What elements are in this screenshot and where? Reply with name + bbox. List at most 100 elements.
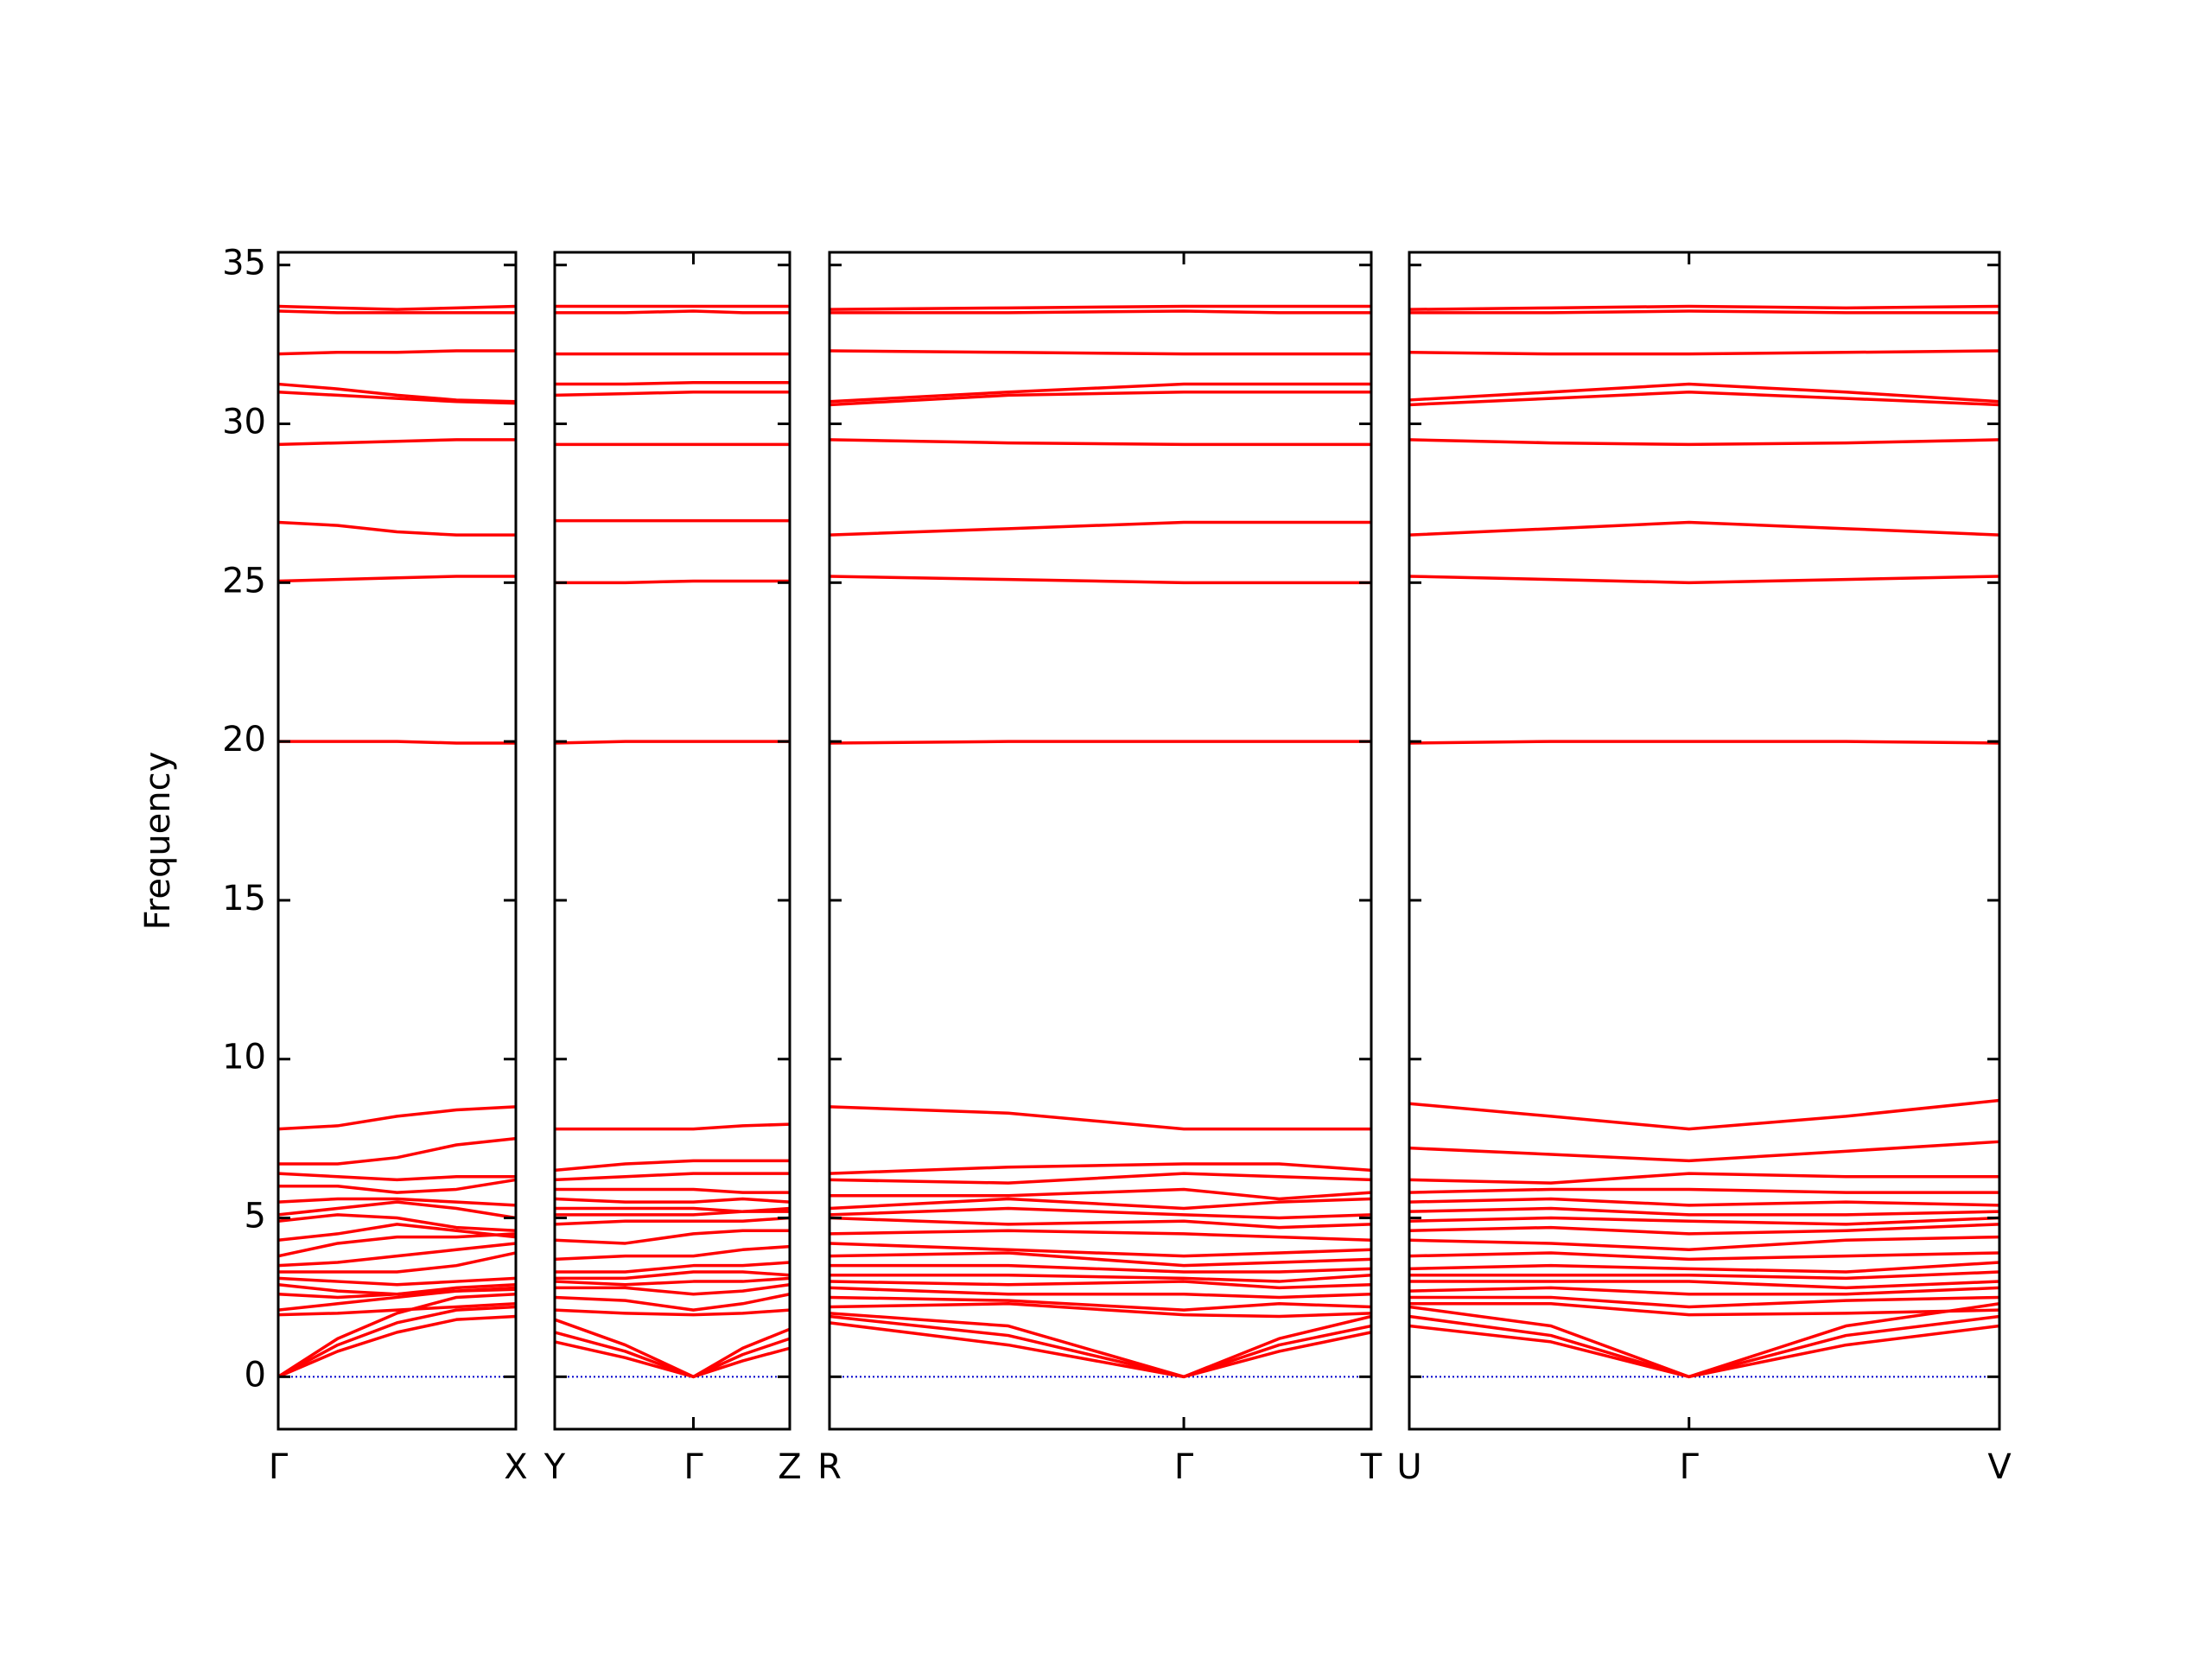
band-line [829,1286,1372,1300]
y-tick-label: 25 [222,561,266,601]
y-tick-label: 15 [222,879,266,918]
panel-frame [276,251,518,1431]
panel-frame [1408,251,2001,1431]
band-line [277,349,516,356]
band-line [1408,520,2000,537]
band-line [829,1172,1372,1185]
band-line [829,1295,1372,1312]
band-line [277,1276,517,1287]
band-line [554,740,790,745]
band-line [555,1187,790,1194]
band-line [829,382,1371,404]
x-tick-label: Y [543,1447,566,1487]
band-line [554,1197,791,1204]
band-line [277,382,517,404]
band-line [829,1162,1372,1175]
band-line [555,1270,791,1281]
band-line [1408,740,2000,745]
x-tick-label: V [1987,1447,2012,1487]
band-line [555,1206,790,1213]
band-line [1409,1302,2000,1317]
band-line [277,1302,517,1317]
band-line [1408,1187,1999,1194]
x-tick-label: U [1396,1447,1421,1487]
band-line [555,1283,791,1296]
band-line [829,740,1371,745]
band-line [829,390,1371,407]
band-line [1408,1261,2000,1274]
band-line [1408,1251,2000,1262]
band-line [1409,1295,2000,1309]
band-line [829,1105,1371,1131]
band-line [1408,1216,2000,1226]
band-line [829,1280,1372,1290]
band-line [1408,382,2000,404]
y-tick-label: 30 [222,403,266,442]
band-line [277,1232,517,1258]
band-line [277,1305,517,1378]
band-line [830,1273,1372,1283]
band-line [277,304,517,311]
band-line [277,309,516,315]
x-tick-label: Γ [269,1447,289,1487]
band-line [277,1242,517,1268]
band-line [277,1293,517,1378]
band-line [554,1172,790,1182]
band-line [278,740,516,745]
band-line [829,1206,1372,1220]
band-line [278,1136,517,1166]
band-line [1408,1302,2000,1379]
band-line [829,1216,1372,1230]
band-line [277,1197,517,1207]
x-tick-label: Γ [1174,1447,1194,1487]
band-line [277,575,516,583]
band-line [829,438,1371,447]
panel-frame [553,251,791,1431]
band-line [555,1261,791,1274]
band-line [554,1318,791,1379]
band-line [554,1229,790,1245]
x-tick-label: X [504,1447,527,1487]
band-line [554,1340,791,1379]
band-line [554,1216,791,1226]
band-line [278,1251,517,1274]
band-line [1409,1270,2000,1281]
band-line [1408,1197,2000,1207]
band-line [555,309,790,315]
band-line [555,579,790,585]
y-tick-label: 0 [245,1355,266,1395]
band-line [277,1314,517,1378]
band-line [1408,1286,2000,1296]
panel-frame [828,251,1373,1431]
x-tick-label: Z [778,1447,801,1487]
band-line [829,1197,1372,1211]
band-line [277,1213,517,1232]
band-line [555,380,790,386]
band-line [1408,1140,2000,1163]
band-line [277,1282,517,1296]
y-tick-label: 20 [222,720,266,760]
band-line [554,1244,791,1262]
band-line [829,304,1371,311]
band-line [277,1200,517,1220]
band-line [554,1276,791,1287]
band-line [829,1251,1372,1268]
band-line [1409,309,1999,315]
band-line [277,1172,516,1182]
y-axis-label: Frequency [138,752,178,931]
band-line [829,1302,1372,1319]
band-line [554,1308,791,1317]
band-line [1408,349,2000,356]
band-line [829,575,1371,585]
band-line [829,1321,1372,1379]
band-line [830,309,1371,315]
band-line [1408,1172,1999,1185]
band-line [829,349,1371,356]
y-tick-label: 5 [245,1197,266,1236]
band-line [1408,575,2000,585]
band-line [1408,438,2000,447]
y-tick-label: 35 [222,244,266,283]
band-line [829,1312,1372,1379]
band-line [1408,1098,2000,1131]
band-line [554,1159,790,1173]
